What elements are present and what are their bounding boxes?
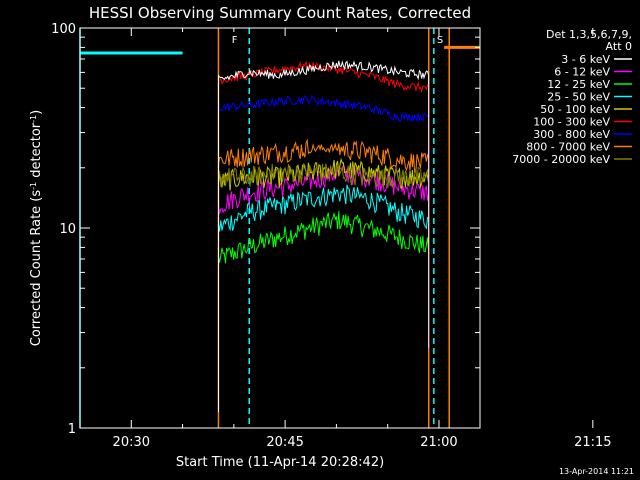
footer-timestamp: 13-Apr-2014 11:21 — [559, 467, 634, 476]
series-12-25-kev — [218, 211, 430, 413]
y-tick-label-2: 100 — [51, 22, 76, 37]
series-300-800-kev — [218, 94, 430, 413]
legend-label-7: 800 - 7000 keV — [526, 141, 610, 154]
legend-label-5: 100 - 300 keV — [533, 116, 610, 129]
legend-header-1: Att 0 — [606, 40, 632, 53]
legend-label-0: 3 - 6 keV — [561, 53, 610, 66]
x-axis-label: Start Time (11-Apr-14 20:28:42) — [176, 455, 384, 470]
legend-header-0: Det 1,3,5,6,7,9, — [546, 28, 632, 41]
chart-title: HESSI Observing Summary Count Rates, Cor… — [89, 4, 471, 22]
legend-label-3: 25 - 50 keV — [547, 91, 610, 104]
axes: 20:3020:4521:0021:1521:3021:4522:0011010… — [51, 22, 611, 450]
series-6-12-kev — [218, 162, 430, 413]
x-tick-label-1: 20:45 — [266, 435, 303, 450]
x-tick-label-3: 21:15 — [574, 435, 611, 450]
x-tick-label-2: 21:00 — [420, 435, 457, 450]
series-7000-20000-kev — [218, 162, 430, 413]
y-tick-label-0: 1 — [68, 422, 76, 437]
y-axis-label: Corrected Count Rate (s-1 detector-1) — [29, 110, 45, 346]
series-25-50-kev — [218, 184, 430, 413]
x-tick-label-0: 20:30 — [113, 435, 150, 450]
series-100-300-kev — [218, 60, 430, 413]
y-tick-label-1: 10 — [59, 222, 76, 237]
legend-label-1: 6 - 12 keV — [554, 66, 610, 79]
legend-label-4: 50 - 100 keV — [540, 103, 610, 116]
legend-label-6: 300 - 800 keV — [533, 128, 610, 141]
legend-label-2: 12 - 25 keV — [547, 78, 610, 91]
legend-label-8: 7000 - 20000 keV — [512, 153, 610, 166]
series-3-6-kev — [218, 60, 430, 413]
flag-f: F — [232, 35, 238, 46]
flag-s: S — [437, 35, 443, 46]
series-800-7000-kev — [218, 138, 430, 413]
